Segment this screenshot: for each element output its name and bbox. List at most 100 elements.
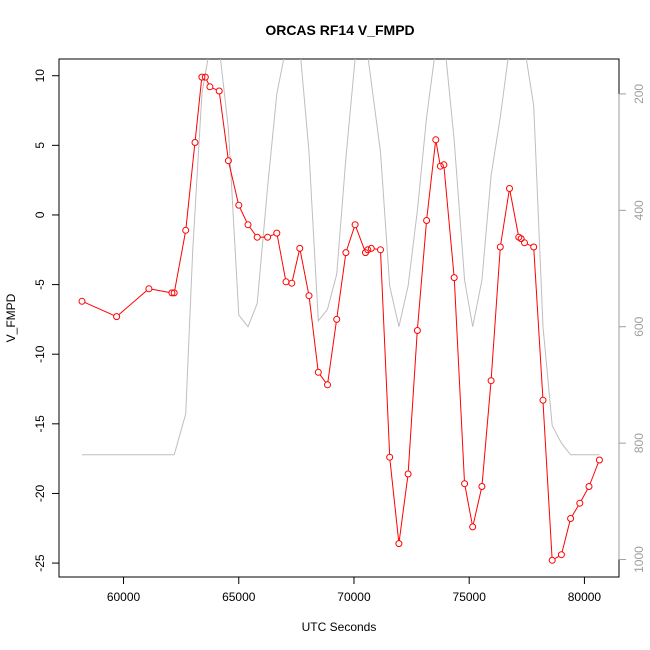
x-tick-label: 80000	[568, 590, 602, 604]
right-series-line	[82, 59, 600, 456]
series-segment	[380, 252, 391, 455]
y2-axis-right: 200 400 600 800 1000	[618, 84, 646, 573]
series-segment	[219, 94, 229, 158]
series-segment	[490, 250, 501, 378]
data-point	[413, 327, 421, 334]
chart-title: ORCAS RF14 V_FMPD	[265, 22, 414, 38]
data-point	[585, 483, 593, 490]
data-point	[469, 523, 477, 531]
data-point	[557, 551, 565, 559]
y-tick-label: -10	[33, 345, 47, 363]
data-point	[235, 201, 243, 209]
data-point	[506, 185, 513, 192]
y-tick-label: -15	[33, 415, 47, 433]
y-tick-label: 10	[33, 69, 47, 83]
series-segment	[509, 191, 519, 235]
data-point	[548, 556, 556, 564]
series-segment	[527, 243, 532, 247]
series-segment	[151, 288, 169, 293]
data-point	[305, 292, 313, 300]
x-tick-label: 65000	[222, 590, 256, 604]
series-segment	[398, 477, 409, 541]
data-point	[201, 73, 209, 81]
data-point	[342, 249, 350, 257]
data-point	[224, 157, 232, 165]
y-axis: -25 -20 -15 -10 -5 0 5 10	[33, 69, 60, 572]
data-point	[440, 161, 448, 169]
data-point	[314, 368, 322, 376]
series-segment	[355, 227, 365, 250]
series-segment	[292, 251, 300, 281]
series-segment	[464, 486, 473, 524]
series-segment	[580, 489, 588, 501]
data-point	[170, 289, 178, 297]
data-point	[351, 221, 359, 229]
series-segment	[194, 80, 202, 140]
y-axis-label: V_FMPD	[4, 293, 18, 342]
series-segment	[276, 236, 286, 279]
y-tick-label: -20	[33, 484, 47, 502]
series-segment	[308, 298, 319, 370]
series-segment	[500, 191, 510, 244]
data-point	[576, 499, 584, 507]
series-segment	[84, 302, 114, 316]
x-axis-label: UTC Seconds	[302, 620, 377, 634]
y2-tick-label: 600	[632, 316, 646, 336]
y2-tick-label: 800	[632, 433, 646, 453]
series-segment	[239, 207, 248, 223]
data-point	[264, 233, 272, 241]
left-series	[78, 73, 603, 564]
data-point	[198, 73, 206, 81]
series-segment	[443, 167, 455, 275]
data-point	[333, 315, 341, 323]
data-point	[288, 279, 296, 287]
data-point	[367, 244, 375, 252]
series-segment	[249, 227, 256, 235]
x-tick-label: 75000	[453, 590, 487, 604]
data-point	[461, 480, 469, 488]
series-segment	[185, 145, 196, 228]
y-tick-label: -25	[33, 554, 47, 572]
data-point	[517, 235, 525, 243]
series-segment	[533, 250, 544, 398]
data-point	[206, 83, 214, 91]
data-point	[395, 540, 403, 548]
y2-tick-label: 1000	[632, 546, 646, 573]
series-segment	[319, 374, 327, 383]
series-segment	[561, 521, 571, 552]
data-point	[215, 87, 223, 95]
data-point	[191, 139, 199, 146]
series-segment	[336, 255, 346, 317]
series-segment	[389, 460, 400, 541]
series-segment	[571, 505, 579, 517]
data-point	[487, 377, 495, 385]
data-point	[595, 456, 603, 464]
data-point	[377, 246, 384, 254]
series-segment	[212, 87, 217, 91]
data-point	[113, 313, 121, 321]
series-segment	[299, 251, 309, 293]
series-segment	[426, 142, 436, 218]
data-point	[253, 233, 261, 241]
series-segment	[118, 290, 147, 315]
data-point	[404, 470, 412, 478]
data-point	[273, 229, 281, 237]
series-segment	[174, 233, 186, 290]
data-point	[182, 226, 190, 234]
data-point	[496, 243, 504, 251]
x-tick-label: 60000	[107, 590, 141, 604]
data-point	[364, 246, 372, 254]
data-point	[296, 244, 304, 252]
data-point	[244, 221, 252, 229]
y-tick-label: 0	[33, 211, 47, 218]
series-segment	[206, 79, 210, 85]
series-segment	[554, 555, 559, 560]
y-tick-label: 5	[33, 142, 47, 149]
data-point	[168, 289, 176, 297]
data-point	[436, 162, 444, 170]
series-segment	[481, 383, 492, 484]
data-point	[78, 297, 86, 305]
series-segment	[417, 223, 427, 328]
y2-tick-label: 400	[632, 200, 646, 220]
